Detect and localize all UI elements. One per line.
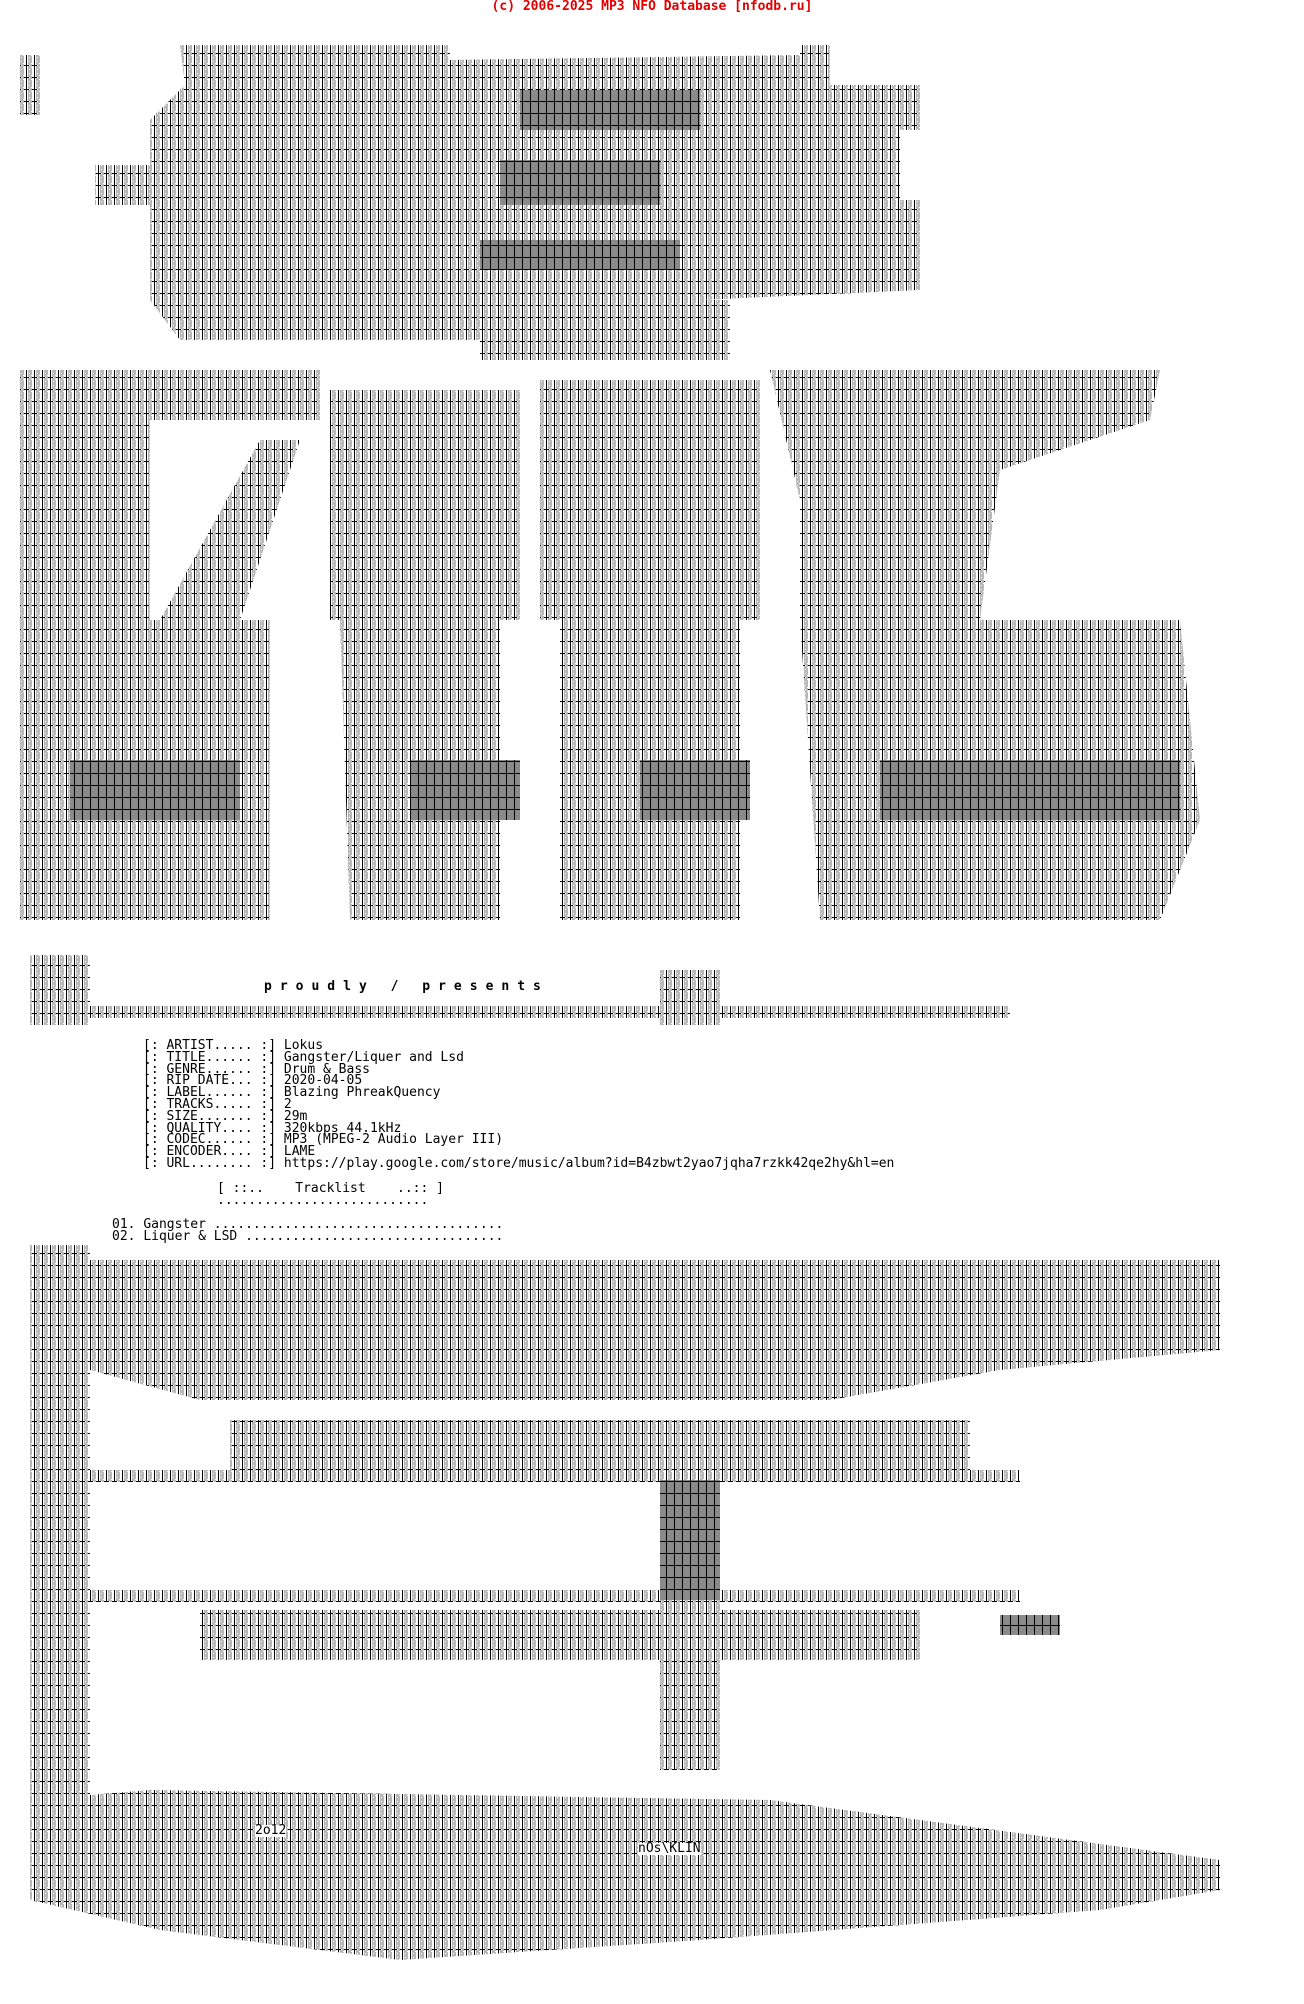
tracklist: 01. Gangster ...........................… — [112, 1217, 504, 1244]
tracklist-underline: ........................... — [217, 1192, 429, 1208]
info-row-encoder: [: ENCODER.... :] LAME — [143, 1144, 316, 1160]
logo-art — [20, 370, 1200, 920]
info-row-size: [: SIZE....... :] 29m — [143, 1108, 308, 1124]
copyright-header: (c) 2006-2025 MP3 NFO Database [nfodb.ru… — [491, 0, 813, 14]
year-tag: 2o12 — [255, 1823, 287, 1838]
top-art-shadow — [480, 90, 700, 270]
divider-art — [30, 955, 1010, 1025]
info-row-genre: [: GENRE...... :] Drum & Bass — [143, 1061, 370, 1077]
artist-signature: nOs\KLIN — [638, 1841, 701, 1856]
info-row-label: [: LABEL...... :] Blazing PhreakQuency — [143, 1085, 441, 1101]
info-row-tracks: [: TRACKS..... :] 2 — [143, 1096, 292, 1112]
track-row: 02. Liquer & LSD .......................… — [112, 1228, 504, 1244]
logo-shadow — [70, 760, 1180, 820]
track-row: 01. Gangster ...........................… — [112, 1217, 504, 1232]
info-row-rip-date: [: RIP DATE... :] 2020-04-05 — [143, 1073, 363, 1089]
tracklist-heading-block: [ ::.. Tracklist ..:: ].................… — [217, 1181, 444, 1208]
info-row-codec: [: CODEC...... :] MP3 (MPEG-2 Audio Laye… — [143, 1132, 504, 1148]
info-row-artist: [: ARTIST..... :] Lokus — [143, 1038, 324, 1053]
bottom-shadow — [660, 1480, 1060, 1635]
info-row-title: [: TITLE...... :] Gangster/Liquer and Ls… — [143, 1049, 464, 1065]
release-info: [: ARTIST..... :] Lokus [: TITLE...... :]… — [143, 1038, 895, 1171]
proudly-presents: proudly / presents — [264, 979, 549, 994]
top-art — [20, 45, 920, 360]
tracklist-heading: [ ::.. Tracklist ..:: ] — [217, 1181, 444, 1196]
bottom-art — [30, 1245, 1220, 1960]
info-row-quality: [: QUALITY.... :] 320kbps 44.1kHz — [143, 1120, 402, 1136]
info-row-url: [: URL........ :] https://play.google.co… — [143, 1155, 895, 1171]
